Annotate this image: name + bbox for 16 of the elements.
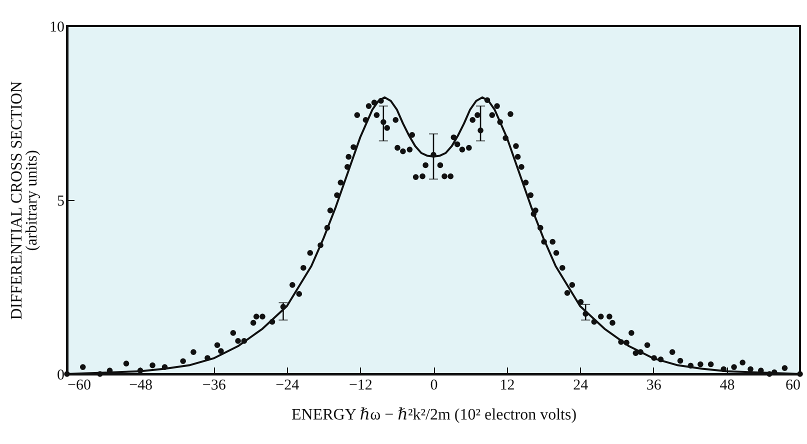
y-axis-title: DIFFERENTIAL CROSS SECTION (arbitrary units)	[8, 80, 40, 320]
x-tick-label: −24	[276, 378, 300, 394]
y-tick-label: 5	[57, 194, 64, 210]
x-tick-label: 24	[573, 378, 589, 394]
x-tick-label: −48	[129, 378, 153, 394]
x-axis-title: ENERGY ℏω − ℏ²k²/2m (10² electron volts)	[291, 406, 577, 424]
y-tick-label: 10	[50, 20, 64, 36]
x-tick-label: 0	[430, 378, 438, 394]
x-tick-label: 36	[646, 378, 662, 394]
x-tick-label: 12	[500, 378, 515, 394]
x-tick-label: −36	[202, 378, 226, 394]
y-tick-label: 0	[57, 368, 64, 384]
x-tick-label: 48	[720, 378, 735, 394]
x-tick-label: −60	[68, 378, 91, 394]
x-tick-label: −12	[348, 378, 372, 394]
x-tick-label: 60	[786, 378, 800, 394]
